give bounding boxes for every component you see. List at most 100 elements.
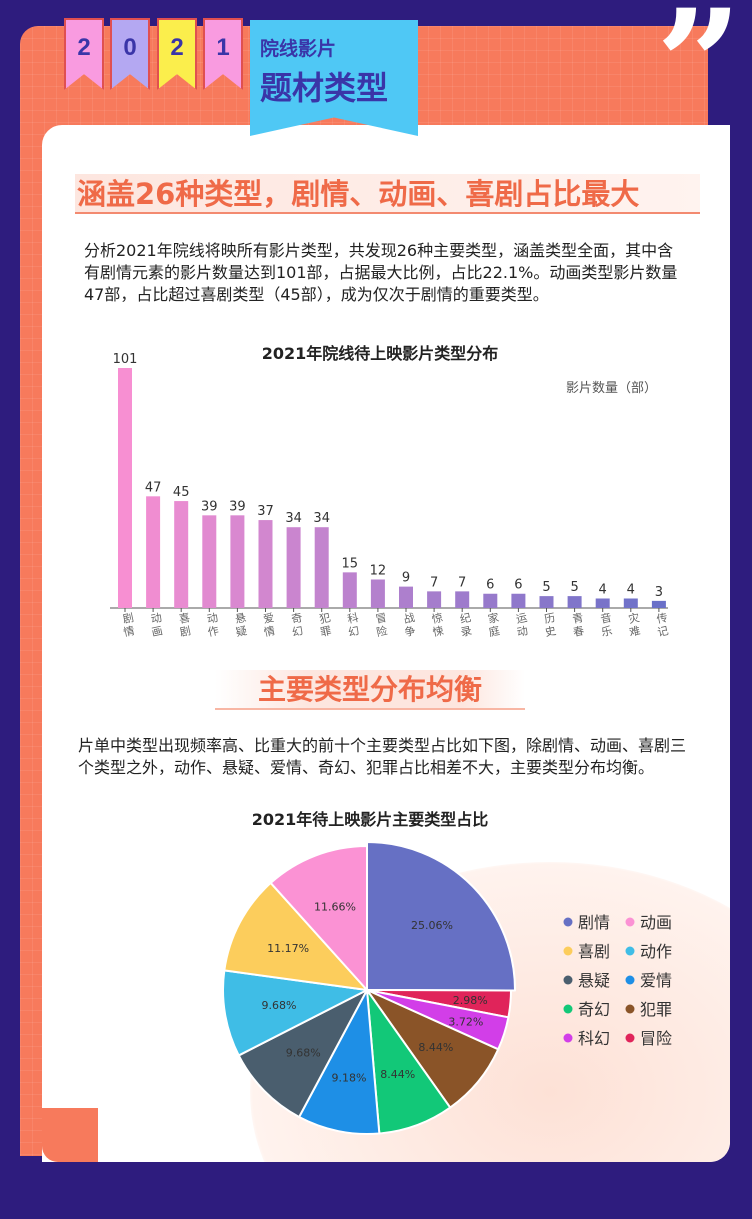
legend-marker <box>625 946 635 956</box>
bar <box>483 593 498 608</box>
section2-heading: 主要类型分布均衡 <box>215 670 525 710</box>
bar <box>511 593 526 608</box>
corner-decoration <box>42 1108 98 1162</box>
pie-slice <box>269 845 368 991</box>
bar <box>399 586 413 608</box>
x-tick-label: 喜剧 <box>176 611 194 639</box>
legend-label: 冒险 <box>640 1029 672 1048</box>
section1-paragraph: 分析2021年院线将映所有影片类型，共发现26种主要类型，涵盖类型全面，其中含有… <box>84 241 678 304</box>
x-tick-label: 青春 <box>569 611 587 639</box>
bar-value-label: 12 <box>370 563 387 578</box>
bar <box>314 527 329 608</box>
bar <box>118 368 132 608</box>
pie-slice-label: 8.44% <box>418 1041 453 1054</box>
bar <box>427 591 442 608</box>
bar-value-label: 39 <box>201 499 218 514</box>
bar-value-label: 6 <box>514 578 522 593</box>
x-tick-label: 战争 <box>401 611 419 639</box>
x-tick-label: 灾难 <box>625 610 643 639</box>
pie-slice <box>366 841 516 992</box>
x-tick-label: 动画 <box>148 611 166 639</box>
badge-subtitle: 院线影片 <box>260 38 337 60</box>
bar-value-label: 4 <box>599 582 607 597</box>
x-tick-label: 传记 <box>653 611 671 639</box>
pie-slice-label: 3.72% <box>448 1015 483 1028</box>
bar <box>230 515 245 608</box>
badge-title: 题材类型 <box>260 69 389 107</box>
legend-marker <box>563 1033 573 1043</box>
bar <box>651 600 666 608</box>
bar <box>455 591 470 608</box>
pie-chart-title: 2021年待上映影片主要类型占比 <box>251 810 489 829</box>
legend-label: 动画 <box>640 913 672 932</box>
legend-label: 剧情 <box>578 913 610 932</box>
x-tick-label: 历史 <box>541 611 559 639</box>
pie-slice-label: 11.17% <box>267 942 309 955</box>
bar-value-label: 45 <box>173 485 190 500</box>
legend-marker <box>563 975 573 985</box>
bar-chart-legend: 影片数量（部） <box>566 381 658 396</box>
pie-slice <box>223 881 368 991</box>
x-tick-label: 运动 <box>513 611 531 639</box>
legend-marker <box>563 1004 573 1014</box>
pie-slice <box>298 989 381 1135</box>
pie-slice-label: 2.98% <box>453 994 488 1007</box>
legend-label: 奇幻 <box>578 1000 610 1019</box>
x-tick-label: 犯罪 <box>316 611 334 639</box>
bar <box>567 596 582 608</box>
bar-chart: 101剧情47动画45喜剧39动作39悬疑37爱情34奇幻34犯罪15科幻12冒… <box>110 352 671 639</box>
x-tick-label: 悬疑 <box>232 611 250 639</box>
legend-marker <box>625 1033 635 1043</box>
x-tick-label: 音乐 <box>597 610 615 639</box>
x-tick-label: 冒险 <box>372 611 390 639</box>
legend-marker <box>625 975 635 985</box>
x-tick-label: 动作 <box>204 611 222 639</box>
bar-value-label: 3 <box>655 585 663 600</box>
x-tick-label: 纪录 <box>457 611 475 639</box>
bar-value-label: 9 <box>402 571 410 586</box>
bar <box>286 527 301 608</box>
pie-chart: 25.06% 2.98% 3.72% 8.44% 8.44% 9.18% 9.68% 9.68… <box>222 841 672 1135</box>
bar-chart-title: 2021年院线待上映影片类型分布 <box>261 344 499 363</box>
bar-value-label: 4 <box>627 582 635 597</box>
legend-marker <box>625 917 635 927</box>
pie-slice-label: 8.44% <box>380 1068 415 1081</box>
bar <box>623 598 638 608</box>
bar-value-label: 7 <box>430 575 438 590</box>
bar-value-label: 47 <box>145 480 162 495</box>
legend-marker <box>563 917 573 927</box>
bar-value-label: 34 <box>285 511 302 526</box>
pie-slice <box>237 989 368 1118</box>
section2-paragraph: 片单中类型出现频率高、比重大的前十个主要类型占比如下图，除剧情、动画、喜剧三个类… <box>78 736 687 777</box>
legend-marker <box>625 1004 635 1014</box>
bar <box>258 520 273 608</box>
pie-slice-label: 9.68% <box>286 1047 321 1060</box>
pie-slice-label: 11.66% <box>314 901 356 914</box>
x-tick-label: 爱情 <box>260 611 278 639</box>
quote-mark: ” <box>655 0 742 153</box>
legend-label: 犯罪 <box>640 1000 672 1019</box>
bar-value-label: 5 <box>542 580 550 595</box>
x-tick-label: 科幻 <box>344 610 362 639</box>
x-tick-label: 家庭 <box>485 610 503 639</box>
legend-label: 科幻 <box>578 1029 610 1048</box>
legend-label: 爱情 <box>640 971 672 990</box>
bar-value-label: 7 <box>458 575 466 590</box>
bar <box>342 572 357 608</box>
legend-label: 喜剧 <box>578 942 610 961</box>
legend-marker <box>563 946 573 956</box>
bar <box>146 496 161 608</box>
pie-slice <box>222 969 368 1057</box>
bar-value-label: 15 <box>342 556 359 571</box>
bar-value-label: 37 <box>257 504 274 519</box>
bar <box>174 501 189 608</box>
title-badge: 院线影片 题材类型 <box>250 20 418 136</box>
bar <box>370 579 385 608</box>
section1-heading: 涵盖26种类型，剧情、动画、喜剧占比最大 <box>75 174 700 214</box>
x-tick-label: 惊悚 <box>428 610 446 639</box>
pie-slice-label: 25.06% <box>411 919 453 932</box>
pie-slice-label: 9.68% <box>261 999 296 1012</box>
bar-value-label: 101 <box>113 352 138 367</box>
pie-slice-label: 9.18% <box>332 1071 367 1084</box>
bar <box>539 596 554 608</box>
